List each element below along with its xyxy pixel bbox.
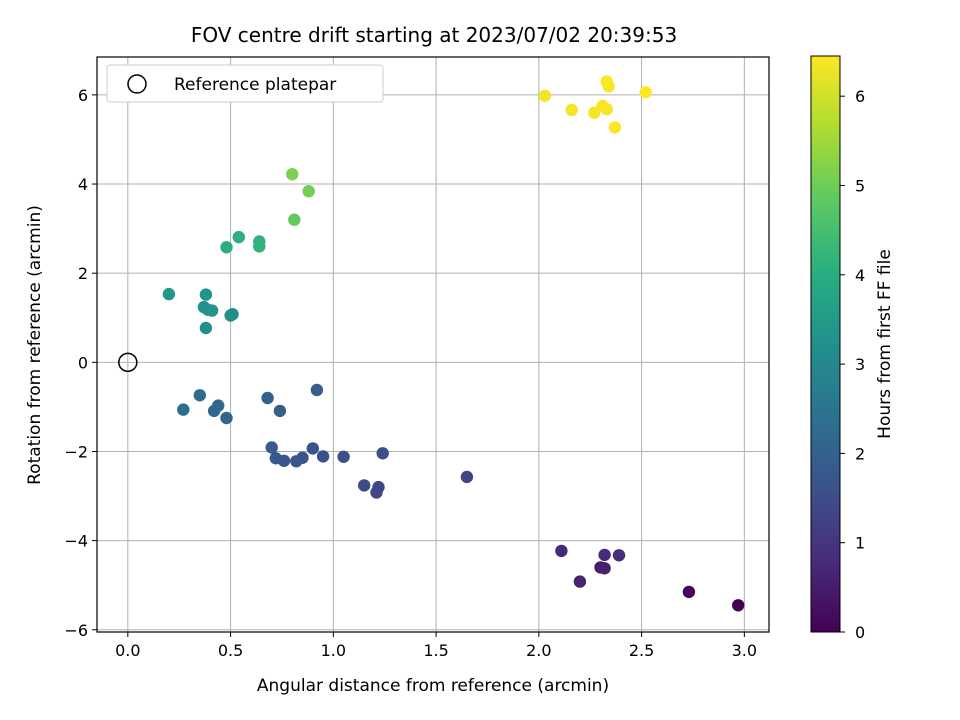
scatter-point xyxy=(207,404,221,418)
scatter-point xyxy=(273,404,287,418)
y-axis-label: Rotation from reference (arcmin) xyxy=(25,205,45,485)
legend-label: Reference platepar xyxy=(174,75,336,95)
colorbar-tick-label: 3 xyxy=(855,355,865,374)
scatter-point xyxy=(316,450,330,463)
y-tick-label: 2 xyxy=(78,264,88,283)
scatter-point xyxy=(612,549,626,562)
colorbar-tick-label: 0 xyxy=(855,623,865,642)
y-tick-label: −6 xyxy=(64,621,88,640)
colorbar-gradient xyxy=(810,55,841,633)
y-tick-label: −2 xyxy=(64,442,88,461)
x-tick-label: 1.5 xyxy=(423,641,448,660)
scatter-point xyxy=(199,288,213,301)
scatter-point xyxy=(205,304,219,317)
colorbar: 0 1 2 3 4 5 6 Hours from first FF file xyxy=(810,55,895,642)
scatter-point xyxy=(253,240,266,253)
legend-box xyxy=(106,64,384,103)
x-axis-ticks: 0.0 0.5 1.0 1.5 2.0 2.5 3.0 xyxy=(115,632,757,660)
x-axis-label: Angular distance from reference (arcmin) xyxy=(257,676,609,696)
scatter-point xyxy=(555,544,568,558)
scatter-point xyxy=(220,241,233,254)
x-tick-label: 2.5 xyxy=(629,641,654,660)
reference-point-marker xyxy=(118,352,138,373)
x-tick-label: 3.0 xyxy=(732,641,757,660)
scatter-point xyxy=(310,383,324,397)
scatter-point xyxy=(588,106,601,119)
scatter-point xyxy=(302,185,315,198)
colorbar-tick-label: 6 xyxy=(855,87,865,106)
scatter-point xyxy=(376,447,389,460)
scatter-point xyxy=(193,389,206,402)
scatter-point xyxy=(732,599,745,612)
scatter-point xyxy=(682,585,696,599)
scatter-point xyxy=(602,80,615,93)
colorbar-tick-label: 1 xyxy=(855,534,865,553)
x-tick-label: 0.0 xyxy=(115,641,140,660)
scatter-point xyxy=(598,548,611,562)
colorbar-ticks: 0 1 2 3 4 5 6 xyxy=(840,87,865,642)
scatter-point xyxy=(265,441,278,454)
scatter-point xyxy=(639,86,652,99)
scatter-point xyxy=(337,450,350,463)
x-tick-label: 0.5 xyxy=(218,641,243,660)
scatter-point xyxy=(199,321,213,335)
scatter-point xyxy=(220,411,233,425)
scatter-point xyxy=(290,455,303,468)
scatter-point xyxy=(372,480,385,494)
y-tick-label: 0 xyxy=(78,353,88,372)
scatter-point xyxy=(306,442,319,455)
scatter-point xyxy=(286,168,299,181)
scatter-point xyxy=(358,479,371,492)
grid-lines xyxy=(97,57,769,632)
legend: Reference platepar xyxy=(106,64,384,103)
y-axis-ticks: −6 −4 −2 0 2 4 6 xyxy=(64,86,97,640)
x-tick-label: 1.0 xyxy=(321,641,346,660)
y-tick-label: −4 xyxy=(64,532,88,551)
scatter-point xyxy=(226,308,239,321)
scatter-point xyxy=(538,89,552,103)
scatter-point xyxy=(565,103,578,117)
scatter-point xyxy=(269,452,282,465)
scatter-point xyxy=(573,575,587,588)
plot-frame xyxy=(96,56,770,633)
colorbar-tick-label: 2 xyxy=(855,444,865,463)
colorbar-tick-label: 4 xyxy=(855,266,865,285)
scatter-point xyxy=(177,403,190,416)
scatter-point xyxy=(608,121,622,134)
y-tick-label: 6 xyxy=(78,86,88,105)
chart-title: FOV centre drift starting at 2023/07/02 … xyxy=(191,23,677,47)
data-points xyxy=(162,75,745,612)
scatter-point xyxy=(460,470,474,484)
scatter-point xyxy=(232,230,245,244)
scatter-point xyxy=(261,391,274,405)
scatter-point xyxy=(162,287,176,301)
x-tick-label: 2.0 xyxy=(526,641,551,660)
legend-marker-icon xyxy=(127,74,147,94)
scatter-point xyxy=(600,103,613,116)
colorbar-label: Hours from first FF file xyxy=(875,249,895,439)
scatter-point xyxy=(288,213,301,226)
colorbar-tick-label: 5 xyxy=(855,176,865,195)
scatter-point xyxy=(598,562,611,575)
y-tick-label: 4 xyxy=(78,175,88,194)
